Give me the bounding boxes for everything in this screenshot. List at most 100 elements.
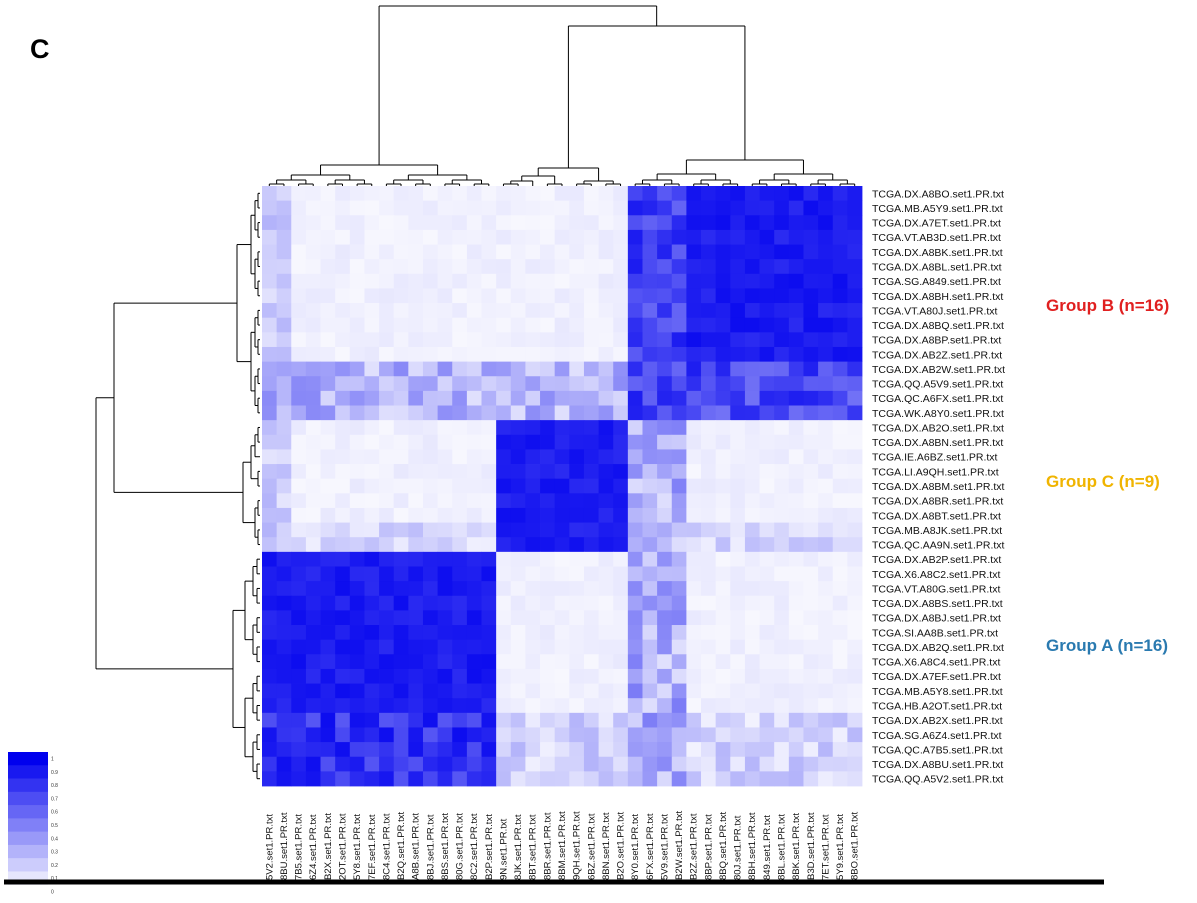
heatmap-cell — [671, 493, 687, 509]
heatmap-cell — [847, 610, 863, 626]
heatmap-cell — [627, 186, 643, 202]
heatmap-cell — [744, 595, 760, 611]
heatmap-cell — [788, 390, 804, 406]
heatmap-cell — [832, 683, 848, 699]
heatmap-cell — [774, 434, 790, 450]
heatmap-cell — [262, 390, 278, 406]
heatmap-cell — [832, 361, 848, 377]
heatmap-cell — [657, 420, 673, 436]
heatmap-cell — [393, 610, 409, 626]
heatmap-cell — [291, 449, 307, 465]
heatmap-cell — [715, 288, 731, 304]
heatmap-cell — [320, 405, 336, 421]
heatmap-cell — [305, 376, 321, 392]
heatmap-cell — [466, 273, 482, 289]
heatmap-cell — [422, 493, 439, 509]
heatmap-cell — [744, 507, 760, 523]
heatmap-cell — [701, 200, 717, 216]
heatmap-cell — [730, 595, 746, 611]
heatmap-cell — [349, 654, 365, 670]
heatmap-cell — [598, 610, 614, 626]
heatmap-cell — [832, 420, 848, 436]
heatmap-cell — [466, 610, 482, 626]
heatmap-cell — [613, 712, 629, 728]
heatmap-cell — [598, 712, 614, 728]
heatmap-cell — [393, 376, 409, 392]
heatmap-cell — [569, 771, 585, 787]
heatmap-cell — [335, 420, 351, 436]
heatmap-cell — [788, 668, 804, 684]
heatmap-cell — [335, 259, 351, 275]
heatmap-cell — [349, 683, 365, 699]
heatmap-cell — [364, 390, 380, 406]
heatmap-cell — [291, 566, 307, 582]
heatmap-cell — [613, 756, 629, 772]
heatmap-cell — [364, 376, 380, 392]
heatmap-cell — [818, 639, 834, 655]
heatmap-cell — [701, 625, 717, 641]
heatmap-cell — [335, 522, 351, 538]
heatmap-cell — [422, 288, 439, 304]
heatmap-cell — [642, 683, 658, 699]
heatmap-cell — [525, 668, 541, 684]
row-label: TCGA.DX.A8BL.set1.PR.txt — [872, 261, 1002, 273]
heatmap-cell — [554, 668, 570, 684]
heatmap-cell — [671, 712, 687, 728]
heatmap-cell — [569, 493, 585, 509]
heatmap-cell — [701, 478, 717, 494]
heatmap-cell — [847, 654, 863, 670]
heatmap-cell — [613, 727, 629, 743]
row-label: TCGA.QC.AA9N.set1.PR.txt — [872, 540, 1005, 552]
heatmap-cell — [262, 522, 278, 538]
heatmap-cell — [730, 698, 746, 714]
heatmap-cell — [803, 244, 819, 260]
heatmap-cell — [774, 229, 790, 245]
heatmap-cell — [701, 434, 717, 450]
heatmap-cell — [569, 390, 585, 406]
heatmap-cell — [335, 771, 351, 787]
heatmap-cell — [730, 654, 746, 670]
heatmap-cell — [305, 303, 321, 319]
heatmap-cell — [788, 742, 804, 758]
heatmap-cell — [613, 346, 629, 363]
heatmap-cell — [349, 244, 365, 260]
heatmap-cell — [701, 683, 717, 699]
heatmap-cell — [335, 244, 351, 260]
heatmap-cell — [262, 625, 278, 641]
heatmap-cell — [466, 683, 482, 699]
heatmap-cell — [291, 493, 307, 509]
heatmap-cell — [583, 332, 599, 348]
heatmap-cell — [437, 464, 453, 480]
heatmap-cell — [569, 742, 585, 758]
heatmap-cell — [818, 581, 834, 597]
heatmap-cell — [715, 259, 731, 275]
heatmap-cell — [320, 771, 336, 787]
heatmap-cell — [540, 244, 556, 260]
heatmap-cell — [803, 639, 819, 655]
heatmap-cell — [715, 771, 731, 787]
heatmap-cell — [847, 493, 863, 509]
heatmap-cell — [452, 288, 468, 304]
heatmap-cell — [686, 200, 702, 216]
heatmap-cell — [613, 288, 629, 304]
heatmap-cell — [744, 332, 760, 348]
heatmap-cell — [408, 522, 424, 538]
heatmap-cell — [525, 244, 541, 260]
heatmap-cell — [408, 727, 424, 743]
heatmap-cell — [364, 742, 380, 758]
heatmap-cell — [422, 625, 439, 641]
row-label: TCGA.VT.A80G.set1.PR.txt — [872, 583, 1000, 595]
heatmap-cell — [481, 434, 497, 450]
heatmap-cell — [715, 493, 731, 509]
heatmap-cell — [818, 683, 834, 699]
heatmap-cell — [657, 698, 673, 714]
heatmap-cell — [554, 215, 570, 231]
heatmap-cell — [715, 551, 731, 567]
heatmap-cell — [481, 727, 497, 743]
column-label: 8BP.set1.PR.txt — [703, 814, 714, 880]
heatmap-cell — [671, 756, 687, 772]
heatmap-cell — [496, 683, 512, 699]
heatmap-cell — [847, 420, 863, 436]
heatmap-cell — [510, 478, 526, 494]
heatmap-cell — [364, 712, 380, 728]
